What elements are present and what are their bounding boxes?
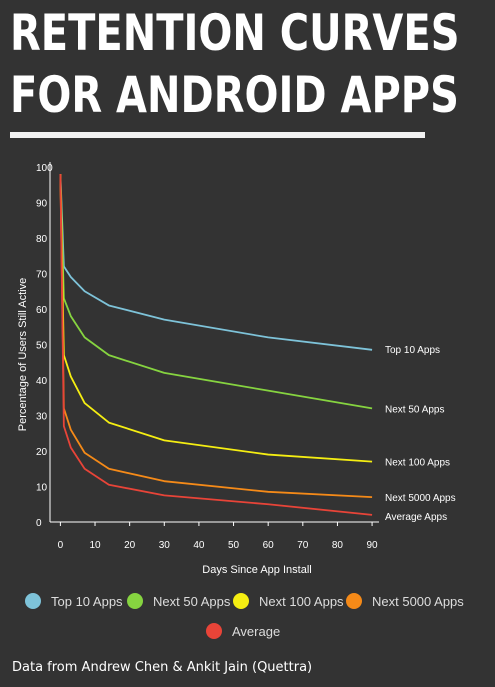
- y-tick-label: 80: [36, 234, 48, 245]
- series-line: [59, 174, 373, 463]
- page-title: RETENTION CURVES FOR ANDROID APPS: [10, 2, 460, 126]
- legend-item-next-5000: Next 5000 Apps: [346, 593, 464, 609]
- x-tick-label: 40: [193, 540, 205, 551]
- title-underline: [10, 132, 425, 138]
- legend-label-average: Average: [232, 623, 281, 639]
- series-end-label: Next 50 Apps: [385, 404, 444, 415]
- x-tick-label: 10: [89, 540, 101, 551]
- x-tick-label: 60: [263, 540, 275, 551]
- series-end-label: Next 5000 Apps: [385, 493, 456, 504]
- legend-swatch-average: [206, 623, 222, 639]
- legend-item-average: Average: [206, 623, 280, 639]
- legend-label-next-100: Next 100 Apps: [259, 593, 344, 609]
- y-tick-label: 30: [36, 412, 48, 423]
- y-tick-label: 100: [36, 163, 53, 174]
- series-end-label: Top 10 Apps: [385, 345, 440, 356]
- legend-swatch-next-50: [127, 593, 143, 609]
- y-tick-label: 90: [36, 199, 48, 210]
- x-tick-label: 70: [297, 540, 309, 551]
- x-tick-label: 20: [124, 540, 136, 551]
- y-axis-label: Percentage of Users Still Active: [17, 278, 29, 431]
- legend-label-top-10: Top 10 Apps: [51, 593, 123, 609]
- x-tick-label: 0: [58, 540, 64, 551]
- series-line: [59, 174, 373, 351]
- y-tick-label: 70: [36, 270, 48, 281]
- legend-item-next-100: Next 100 Apps: [233, 593, 344, 609]
- y-tick-label: 20: [36, 447, 48, 458]
- title-line-2: FOR ANDROID APPS: [10, 66, 459, 124]
- y-tick-label: 0: [36, 518, 42, 529]
- legend-swatch-next-100: [233, 593, 249, 609]
- y-tick-label: 60: [36, 305, 48, 316]
- x-tick-label: 30: [159, 540, 171, 551]
- series-line: [59, 174, 373, 516]
- y-tick-label: 40: [36, 376, 48, 387]
- x-axis-label: Days Since App Install: [202, 564, 311, 576]
- title-line-1: RETENTION CURVES: [10, 4, 460, 62]
- x-tick-label: 90: [367, 540, 379, 551]
- series-line: [59, 174, 373, 410]
- series-end-label: Average Apps: [385, 512, 447, 523]
- y-tick-label: 10: [36, 483, 48, 494]
- legend-item-next-50: Next 50 Apps: [127, 593, 230, 609]
- source-note: Data from Andrew Chen & Ankit Jain (Quet…: [12, 660, 313, 675]
- legend-swatch-next-5000: [346, 593, 362, 609]
- legend-label-next-5000: Next 5000 Apps: [372, 593, 464, 609]
- x-tick-label: 50: [228, 540, 240, 551]
- legend-item-top-10: Top 10 Apps: [25, 593, 123, 609]
- y-tick-label: 50: [36, 341, 48, 352]
- legend-swatch-top-10: [25, 593, 41, 609]
- x-tick-label: 80: [332, 540, 344, 551]
- series-end-label: Next 100 Apps: [385, 458, 450, 469]
- legend-label-next-50: Next 50 Apps: [153, 593, 231, 609]
- series-line: [59, 174, 373, 499]
- retention-chart: 0 10 20 30 40 50 60 70 80 90 100 0 10 20 30 40 50 60 70 80 9…: [17, 162, 456, 576]
